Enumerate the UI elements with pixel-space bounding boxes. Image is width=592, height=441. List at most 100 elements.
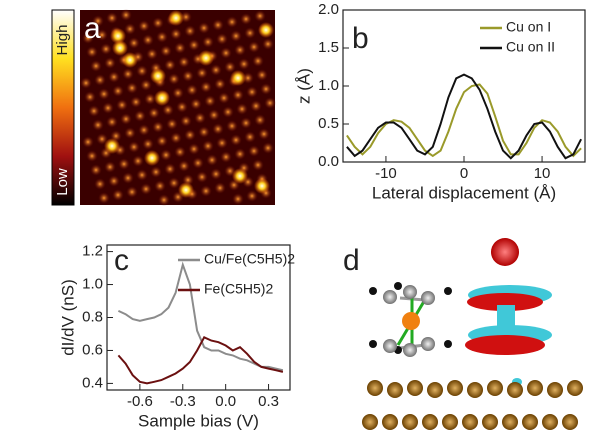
stm-spot	[152, 121, 164, 133]
panel-label: c	[114, 244, 129, 277]
cu-atom	[462, 414, 478, 430]
stm-spot	[174, 42, 186, 54]
stm-spot	[136, 169, 148, 181]
stm-spot	[162, 104, 174, 116]
stm-spot	[104, 57, 116, 69]
stm-spot	[230, 134, 242, 146]
stm-spot	[172, 87, 184, 99]
stm-spot	[160, 149, 172, 161]
stm-spot	[264, 97, 276, 109]
x-axis-label: Lateral displacement (Å)	[372, 183, 556, 202]
stm-spot	[120, 113, 132, 125]
panel-label: a	[84, 12, 101, 45]
stm-bright-spot	[198, 50, 214, 66]
stm-spot	[138, 20, 150, 32]
stm-spot	[86, 46, 98, 58]
x-tick-label: 0	[460, 165, 468, 182]
stm-spot	[232, 89, 244, 101]
stm-spot	[254, 10, 266, 22]
stm-spot	[80, 77, 92, 89]
stm-spot	[216, 137, 228, 149]
stm-spot	[248, 41, 260, 53]
cu-atom	[502, 414, 518, 430]
stm-spot	[156, 135, 168, 147]
stm-spot	[104, 161, 116, 173]
stm-spot	[226, 120, 238, 132]
stm-spot	[230, 30, 242, 42]
stm-spot	[90, 60, 102, 72]
x-tick-label: -10	[375, 165, 397, 182]
cu-atom	[547, 382, 563, 398]
stm-spot	[174, 146, 186, 158]
stm-spot	[212, 19, 224, 31]
stm-spot	[182, 70, 194, 82]
stm-spot	[246, 86, 258, 98]
stm-spot	[248, 145, 260, 157]
stm-spot	[226, 16, 238, 28]
stm-spot	[196, 171, 208, 183]
stm-spot	[164, 59, 176, 71]
stm-spot	[100, 43, 112, 55]
stm-spot	[262, 38, 274, 50]
stm-spot	[204, 95, 216, 107]
stm-spot	[120, 9, 132, 21]
stm-spot	[150, 166, 162, 178]
stm-spot	[168, 177, 180, 189]
stm-spot	[152, 17, 164, 29]
cu-atom	[427, 382, 443, 398]
figure: High Low a d -100100.00.51.01.52.0Latera…	[0, 0, 592, 441]
stm-spot	[198, 126, 210, 138]
stm-spot	[244, 131, 256, 143]
stm-bright-spot	[232, 168, 248, 184]
stm-spot	[238, 58, 250, 70]
stm-spot	[246, 190, 258, 202]
stm-spot	[202, 140, 214, 152]
stm-bright-spot	[178, 182, 194, 198]
stm-bright-spot	[168, 10, 184, 26]
molecule-render: d	[343, 238, 583, 430]
cu-atom	[527, 380, 543, 396]
stm-spot	[184, 25, 196, 37]
y-tick-label: 0.6	[82, 341, 103, 358]
stm-spot	[180, 115, 192, 127]
stm-spot	[170, 28, 182, 40]
series-line	[347, 85, 581, 156]
cu-atom	[407, 380, 423, 396]
stm-bright-spot	[112, 40, 128, 56]
stm-spot	[84, 91, 96, 103]
stm-spot	[166, 118, 178, 130]
stm-spot	[94, 178, 106, 190]
stm-spot	[130, 96, 142, 108]
plot-frame	[107, 245, 290, 390]
stm-spot	[112, 189, 124, 201]
stm-spot	[124, 23, 136, 35]
y-tick-label: 1.2	[82, 243, 103, 260]
cu-atom	[487, 380, 503, 396]
stm-spot	[90, 164, 102, 176]
stm-spot	[262, 142, 274, 154]
y-tick-label: 0.0	[318, 153, 339, 170]
stm-spot	[128, 141, 140, 153]
x-tick-label: 10	[534, 165, 551, 182]
y-axis-label: dI/dV (nS)	[58, 279, 77, 356]
stm-spot	[122, 68, 134, 80]
stm-spot	[200, 185, 212, 197]
stm-spot	[140, 183, 152, 195]
stm-spot	[202, 36, 214, 48]
y-tick-label: 0.4	[82, 374, 103, 391]
stm-spot	[108, 175, 120, 187]
cu-atom	[522, 414, 538, 430]
cu-atom	[542, 414, 558, 430]
stm-spot	[240, 117, 252, 129]
cu-atom	[442, 414, 458, 430]
x-tick-label: 0.3	[258, 393, 279, 410]
cu-atom	[467, 382, 483, 398]
cu-atom	[447, 380, 463, 396]
x-tick-label: -0.3	[170, 393, 196, 410]
stm-spot	[244, 27, 256, 39]
stm-spot	[234, 148, 246, 160]
stm-spot	[188, 143, 200, 155]
colorbar-high: High	[54, 25, 71, 56]
cu-atom	[422, 414, 438, 430]
stm-spot	[148, 107, 160, 119]
